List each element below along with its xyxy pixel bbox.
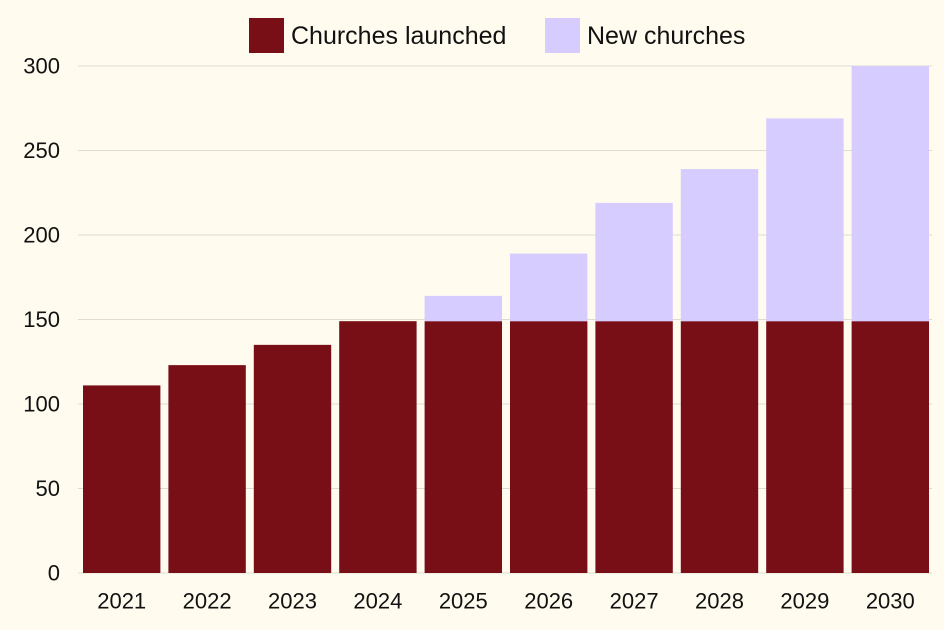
bar-churches-launched-2023 (253, 344, 332, 573)
x-tick-label: 2029 (780, 589, 829, 614)
y-tick-label: 100 (23, 392, 60, 417)
legend: Churches launched New churches (249, 18, 745, 53)
bar-new-churches-2028 (680, 169, 759, 322)
bar-churches-launched-2022 (168, 365, 246, 573)
x-tick-label: 2026 (524, 589, 573, 614)
y-tick-label: 150 (23, 307, 60, 332)
y-tick-label: 50 (36, 476, 60, 501)
bar-new-churches-2026 (510, 253, 588, 322)
legend-swatch-churches-launched (249, 18, 284, 53)
y-tick-label: 200 (23, 223, 60, 248)
x-tick-label: 2024 (353, 589, 402, 614)
y-axis: 0 50 100 150 200 250 300 (23, 54, 60, 586)
x-tick-label: 2021 (97, 589, 146, 614)
x-axis: 2021 2022 2023 2024 2025 2026 2027 2028 2029 2030 (97, 589, 915, 614)
y-tick-label: 300 (23, 54, 60, 79)
x-tick-label: 2022 (183, 589, 232, 614)
x-tick-label: 2025 (439, 589, 488, 614)
bar-churches-launched-2024 (339, 321, 417, 573)
bars (83, 66, 929, 573)
bar-churches-launched-2029 (766, 321, 844, 573)
bar-churches-launched-2021 (83, 385, 161, 573)
bar-churches-launched-2027 (595, 321, 673, 573)
x-tick-label: 2023 (268, 589, 317, 614)
bar-new-churches-2029 (766, 118, 844, 322)
y-tick-label: 0 (48, 561, 60, 586)
x-tick-label: 2027 (610, 589, 659, 614)
bar-churches-launched-2025 (424, 321, 502, 573)
legend-label-new-churches: New churches (587, 22, 745, 50)
bar-new-churches-2027 (595, 202, 673, 322)
bar-churches-launched-2026 (510, 321, 588, 573)
x-tick-label: 2028 (695, 589, 744, 614)
bar-churches-launched-2030 (851, 321, 929, 573)
y-tick-label: 250 (23, 138, 60, 163)
bar-new-churches-2025 (424, 295, 502, 322)
bar-new-churches-2030 (851, 66, 929, 322)
bar-churches-launched-2028 (680, 321, 759, 573)
legend-swatch-new-churches (545, 18, 580, 53)
x-tick-label: 2030 (866, 589, 915, 614)
legend-label-churches-launched: Churches launched (291, 22, 506, 50)
